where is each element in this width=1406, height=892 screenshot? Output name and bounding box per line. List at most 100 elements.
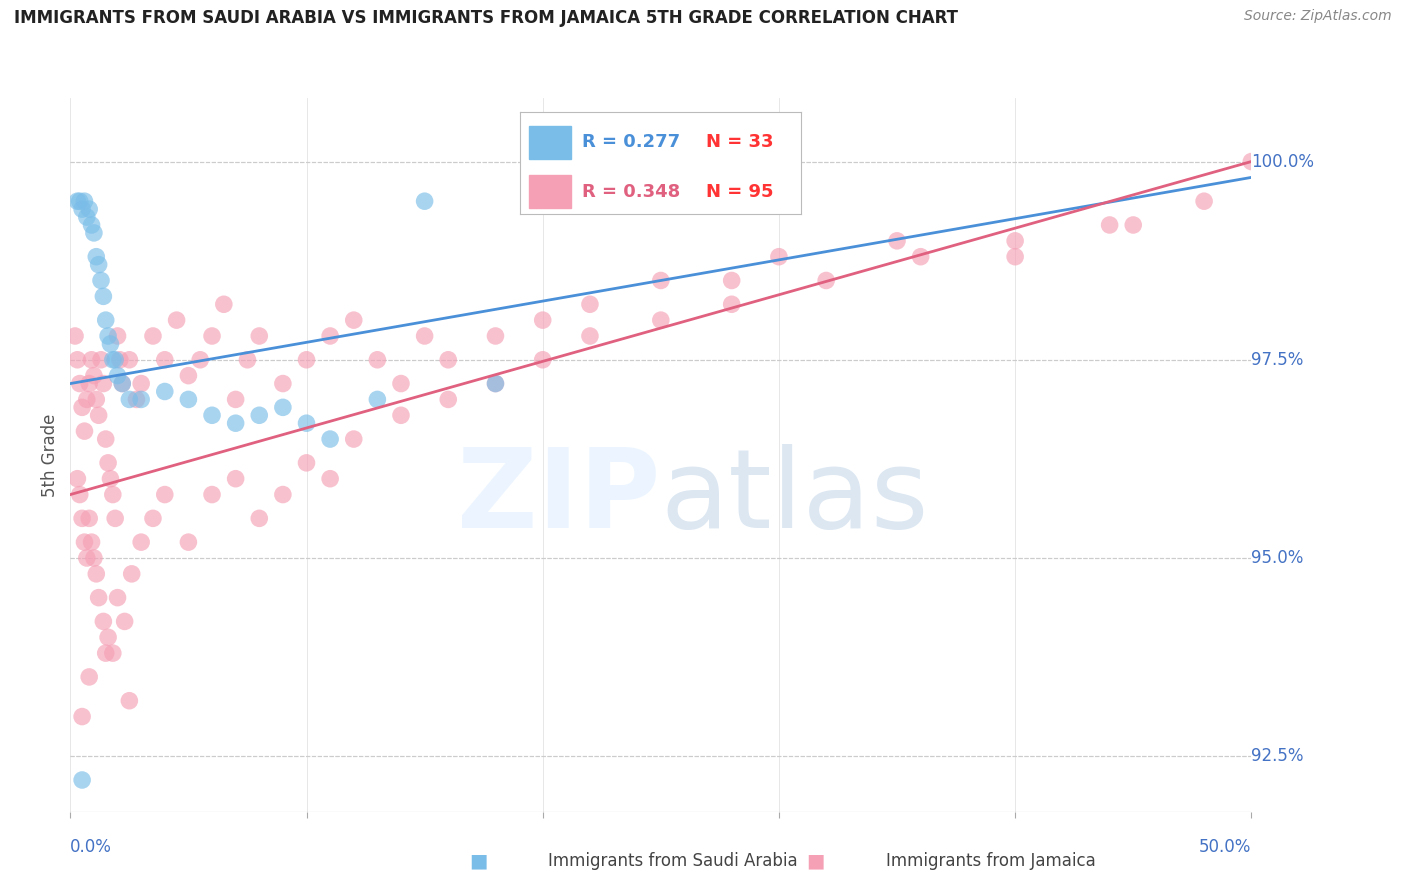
Point	[142, 511, 165, 525]
Point	[90, 352, 112, 367]
Text: Immigrants from Saudi Arabia: Immigrants from Saudi Arabia	[548, 852, 799, 870]
Text: 0.0%: 0.0%	[70, 838, 112, 856]
Point	[121, 566, 143, 581]
Point	[153, 487, 176, 501]
Point	[63, 329, 86, 343]
Text: 97.5%: 97.5%	[1251, 351, 1303, 368]
Point	[413, 329, 436, 343]
Text: R = 0.348: R = 0.348	[582, 183, 681, 201]
Text: ■: ■	[468, 851, 488, 871]
Text: 100.0%: 100.0%	[1251, 153, 1315, 170]
Point	[366, 392, 388, 407]
Point	[247, 511, 270, 525]
Text: ZIP: ZIP	[457, 444, 661, 551]
Point	[97, 329, 120, 343]
Point	[271, 376, 294, 391]
Text: atlas: atlas	[661, 444, 929, 551]
Point	[101, 487, 124, 501]
Point	[201, 409, 224, 423]
Point	[66, 352, 89, 367]
Point	[910, 250, 932, 264]
Point	[97, 630, 120, 644]
Point	[1240, 154, 1263, 169]
Point	[484, 376, 506, 391]
Point	[319, 432, 342, 446]
Point	[366, 352, 388, 367]
Point	[93, 615, 115, 629]
Point	[129, 535, 152, 549]
Point	[579, 329, 602, 343]
Point	[271, 401, 294, 415]
Point	[166, 313, 188, 327]
Point	[76, 210, 98, 224]
Point	[225, 416, 247, 430]
Point	[225, 392, 247, 407]
Point	[83, 226, 105, 240]
Point	[118, 392, 141, 407]
Point	[84, 392, 107, 407]
Point	[118, 352, 141, 367]
Point	[83, 551, 105, 566]
Point	[720, 273, 742, 287]
Text: N = 33: N = 33	[706, 133, 773, 152]
Text: Immigrants from Jamaica: Immigrants from Jamaica	[886, 852, 1095, 870]
Point	[650, 313, 672, 327]
Point	[225, 472, 247, 486]
Point	[83, 368, 105, 383]
Point	[76, 392, 98, 407]
Text: IMMIGRANTS FROM SAUDI ARABIA VS IMMIGRANTS FROM JAMAICA 5TH GRADE CORRELATION CH: IMMIGRANTS FROM SAUDI ARABIA VS IMMIGRAN…	[14, 9, 957, 27]
Point	[70, 709, 93, 723]
Point	[531, 352, 554, 367]
Point	[142, 329, 165, 343]
Point	[101, 646, 124, 660]
Point	[87, 409, 110, 423]
Point	[111, 376, 134, 391]
Point	[343, 432, 366, 446]
Point	[129, 392, 152, 407]
Point	[104, 511, 127, 525]
Point	[177, 392, 200, 407]
Text: Source: ZipAtlas.com: Source: ZipAtlas.com	[1244, 9, 1392, 23]
Point	[101, 352, 124, 367]
Point	[768, 250, 790, 264]
Point	[94, 646, 117, 660]
Point	[97, 456, 120, 470]
Point	[100, 472, 122, 486]
Point	[84, 250, 107, 264]
Point	[93, 376, 115, 391]
Point	[77, 376, 100, 391]
Point	[247, 329, 270, 343]
Point	[69, 194, 91, 209]
Point	[177, 535, 200, 549]
Point	[437, 352, 460, 367]
Point	[111, 376, 134, 391]
Point	[87, 591, 110, 605]
Point	[413, 194, 436, 209]
Point	[77, 670, 100, 684]
Point	[84, 566, 107, 581]
Point	[153, 384, 176, 399]
Point	[188, 352, 211, 367]
Point	[720, 297, 742, 311]
Point	[114, 615, 136, 629]
Point	[177, 368, 200, 383]
Point	[815, 273, 838, 287]
Point	[1098, 218, 1121, 232]
Point	[319, 329, 342, 343]
Point	[1192, 194, 1215, 209]
Point	[579, 297, 602, 311]
Point	[295, 416, 318, 430]
FancyBboxPatch shape	[529, 126, 571, 159]
Point	[153, 352, 176, 367]
Point	[437, 392, 460, 407]
Text: 95.0%: 95.0%	[1251, 549, 1303, 567]
Text: R = 0.277: R = 0.277	[582, 133, 681, 152]
Point	[531, 313, 554, 327]
Point	[1004, 250, 1026, 264]
Point	[80, 218, 103, 232]
Point	[77, 511, 100, 525]
Point	[80, 535, 103, 549]
Point	[201, 487, 224, 501]
Point	[201, 329, 224, 343]
Point	[389, 409, 412, 423]
